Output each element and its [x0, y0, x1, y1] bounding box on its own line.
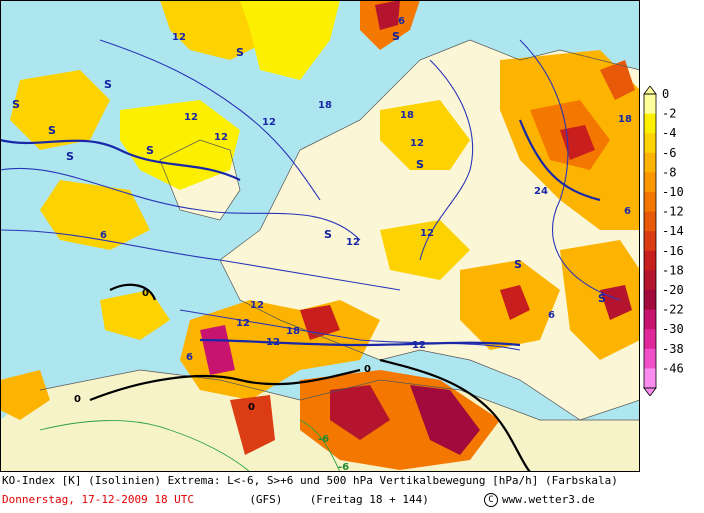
legend-label: -14 — [662, 224, 684, 238]
isolines — [0, 39, 621, 351]
isoline-label: 12 — [214, 132, 228, 143]
stable-marker: S — [598, 292, 606, 305]
stable-marker: S — [66, 150, 74, 163]
color-legend: 0 -2 -4 -6 -8 -10 -12 -14 -16 -18 -20 -22 -30 -38 -46 — [640, 85, 704, 397]
legend-swatch — [644, 290, 656, 311]
stable-marker: S — [12, 98, 20, 111]
isoline-label: 6 — [398, 16, 405, 27]
isoline-label: -6 — [338, 462, 349, 472]
legend-label: 0 — [662, 87, 669, 101]
isoline-label: 18 — [400, 110, 414, 121]
legend-scale: 0 -2 -4 -6 -8 -10 -12 -14 -16 -18 -20 -22 -30 -38 -46 — [643, 85, 684, 397]
weather-map: 12 12 12 12 12 12 12 12 12 12 12 18 18 1… — [0, 0, 640, 472]
isoline-label: 6 — [186, 352, 193, 363]
isoline-label: 12 — [412, 340, 426, 351]
isoline-label: 12 — [262, 117, 276, 128]
legend-label: -18 — [662, 263, 684, 277]
caption-description: KO-Index [K] (Isolinien) Extrema: L<-6, … — [2, 474, 618, 487]
website-link[interactable]: www.wetter3.de — [502, 493, 595, 506]
isoline-label: 12 — [346, 237, 360, 248]
isoline-label: 0 — [364, 364, 371, 375]
isoline-label: 6 — [100, 230, 107, 241]
caption-meta: Donnerstag, 17-12-2009 18 UTC (GFS) (Fre… — [2, 493, 702, 507]
stable-marker: S — [146, 144, 154, 157]
isoline-label: 12 — [184, 112, 198, 123]
legend-swatch — [644, 192, 656, 213]
legend-label: -38 — [662, 342, 684, 356]
legend-swatch — [644, 152, 656, 173]
legend-label: -46 — [662, 361, 684, 375]
legend-label: -4 — [662, 126, 676, 140]
isoline-label: 12 — [236, 318, 250, 329]
stable-marker: S — [416, 158, 424, 171]
zero-labels: 0 0 0 0 — [74, 288, 371, 413]
legend-arrow-bottom — [643, 387, 657, 397]
legend-label: -30 — [662, 322, 684, 336]
map-caption: KO-Index [K] (Isolinien) Extrema: L<-6, … — [0, 472, 704, 513]
isoline-label: 6 — [624, 206, 631, 217]
isoline-label: 6 — [548, 310, 555, 321]
green-labels: -6 -6 — [318, 434, 349, 472]
map-border — [0, 0, 640, 472]
isoline-label: -6 — [318, 434, 329, 445]
legend-label: -2 — [662, 107, 676, 121]
isoline-label: 12 — [250, 300, 264, 311]
legend-swatch — [644, 94, 656, 115]
coastlines — [39, 39, 640, 421]
isoline-label: 18 — [286, 326, 300, 337]
isoline-label: 12 — [172, 32, 186, 43]
stable-markers: S S S S S S S S S S S — [12, 30, 606, 305]
map-canvas: 12 12 12 12 12 12 12 12 12 12 12 18 18 1… — [0, 0, 640, 472]
isoline-label: 0 — [248, 402, 255, 413]
legend-label: -8 — [662, 165, 676, 179]
isoline-label: 24 — [534, 186, 548, 197]
legend-swatch — [644, 211, 656, 232]
zero-isolines — [89, 283, 531, 472]
legend-swatch — [644, 231, 656, 252]
legend-swatch — [644, 368, 656, 389]
legend-swatch — [644, 348, 656, 369]
legend-swatch — [644, 329, 656, 350]
isolines-bold — [0, 119, 601, 347]
isoline-label: 12 — [420, 228, 434, 239]
stable-marker: S — [104, 78, 112, 91]
legend-label: -16 — [662, 244, 684, 258]
green-isolines — [39, 419, 341, 472]
isoline-label: 18 — [318, 100, 332, 111]
legend-label: -22 — [662, 303, 684, 317]
stable-marker: S — [236, 46, 244, 59]
stable-marker: S — [514, 258, 522, 271]
isoline-labels: 12 12 12 12 12 12 12 12 12 12 12 18 18 1… — [100, 16, 632, 363]
stable-marker: S — [324, 228, 332, 241]
legend-swatch — [644, 309, 656, 330]
vertical-motion-fields — [0, 0, 640, 470]
legend-label: -6 — [662, 146, 676, 160]
stable-marker: S — [392, 30, 400, 43]
legend-label: -10 — [662, 185, 684, 199]
stable-marker: S — [48, 124, 56, 137]
isoline-label: 0 — [74, 394, 81, 405]
isoline-label: 0 — [142, 288, 149, 299]
legend-swatch — [644, 270, 656, 291]
forecast-lead: (Freitag 18 + 144) — [309, 493, 429, 506]
legend-swatch — [644, 133, 656, 154]
isoline-label: 12 — [410, 138, 424, 149]
forecast-date: Donnerstag, 17-12-2009 18 UTC — [2, 493, 195, 506]
legend-swatch — [644, 250, 656, 271]
model-name: (GFS) — [249, 493, 283, 506]
legend-swatch — [644, 172, 656, 193]
legend-swatch — [644, 113, 656, 134]
isoline-label: 18 — [618, 114, 632, 125]
legend-label: -20 — [662, 283, 684, 297]
legend-arrow-top — [643, 85, 657, 95]
copyright-icon: C — [484, 493, 498, 507]
legend-border — [643, 93, 657, 389]
legend-label: -12 — [662, 205, 684, 219]
isoline-label: 12 — [266, 337, 280, 348]
